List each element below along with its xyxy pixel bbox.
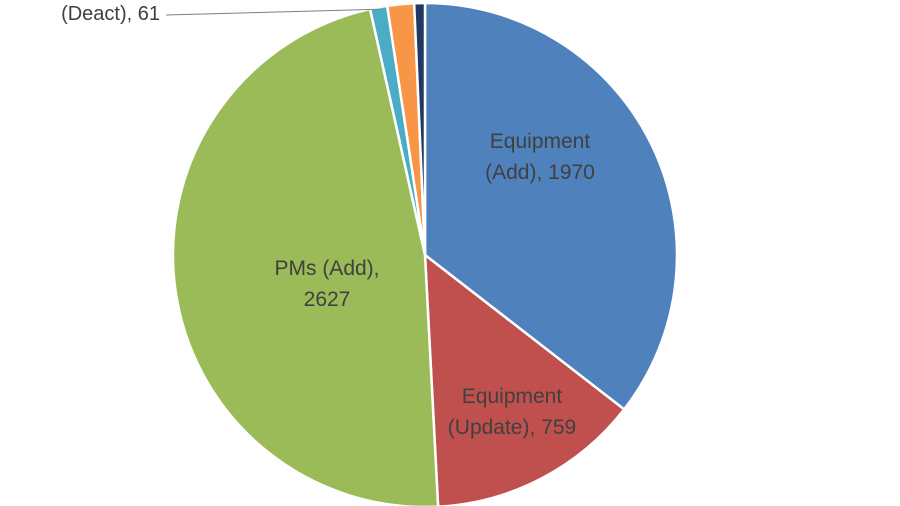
data-label-1: Equipment (Update), 759 (448, 385, 576, 439)
pie-slice-1 (423, 252, 626, 506)
data-labels: Equipment (Add), 1970 Equipment (Update), 7… (61, 3, 595, 439)
pie-slices (171, 1, 679, 506)
data-label-line: Equipment (490, 130, 591, 153)
data-label-line: (Add), 1970 (485, 161, 595, 184)
data-label-line: 2627 (304, 288, 351, 311)
data-label-line: PMs (Add), (274, 257, 379, 280)
data-label-line: Equipment (462, 385, 563, 408)
data-label-line: (Update), 759 (448, 416, 576, 439)
data-label-line: (Deact), 61 (61, 3, 160, 25)
data-label-3: (Deact), 61 (61, 3, 160, 25)
pie-slice-0 (423, 1, 679, 412)
leader-lines (165, 8, 380, 16)
data-label-0: Equipment (Add), 1970 (485, 130, 595, 184)
data-label-2: PMs (Add), 2627 (274, 257, 379, 311)
pie-slice-2 (171, 7, 440, 506)
leader-line-3 (165, 8, 380, 16)
pie-slice-5 (412, 1, 427, 256)
